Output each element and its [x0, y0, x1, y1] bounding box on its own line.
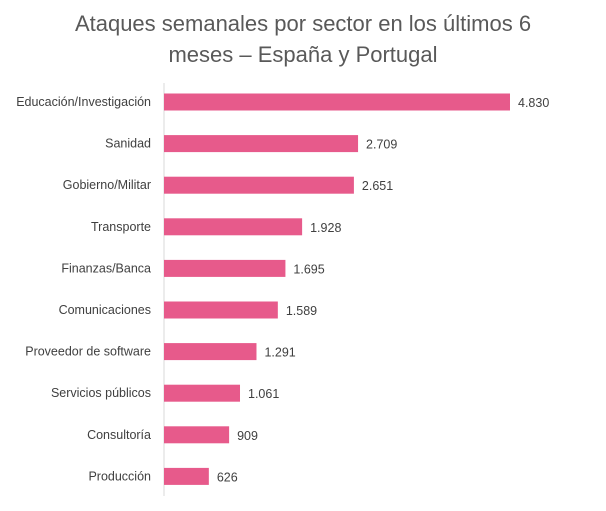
bar	[164, 343, 257, 361]
value-label: 1.291	[264, 346, 295, 360]
category-label: Consultoría	[87, 428, 151, 442]
value-label: 626	[217, 470, 238, 484]
bar	[164, 259, 286, 277]
bar	[164, 176, 354, 194]
chart-title-line-2: meses – España y Portugal	[168, 42, 438, 67]
category-label: Educación/Investigación	[16, 95, 151, 109]
chart-title-line-1: Ataques semanales por sector en los últi…	[74, 11, 532, 36]
category-label: Comunicaciones	[59, 303, 151, 317]
bar	[164, 218, 303, 236]
chart-title: Ataques semanales por sector en los últi…	[0, 8, 606, 70]
value-label: 2.709	[366, 138, 397, 152]
bar	[164, 301, 278, 319]
category-label: Proveedor de software	[25, 345, 151, 359]
bar	[164, 426, 230, 444]
category-label: Servicios públicos	[51, 386, 151, 400]
category-label: Transporte	[91, 220, 151, 234]
category-label: Gobierno/Militar	[63, 178, 151, 192]
bars-group: Educación/Investigación 4.830 Sanidad 2.709…	[16, 93, 549, 485]
bar	[164, 135, 359, 153]
value-label: 4.830	[518, 96, 549, 110]
value-label: 909	[237, 429, 258, 443]
category-label: Finanzas/Banca	[61, 261, 151, 275]
value-label: 1.695	[293, 262, 324, 276]
value-label: 1.589	[286, 304, 317, 318]
value-label: 2.651	[362, 179, 393, 193]
bar	[164, 93, 510, 111]
category-label: Sanidad	[105, 137, 151, 151]
value-label: 1.061	[248, 387, 279, 401]
bar	[164, 384, 241, 402]
value-label: 1.928	[310, 221, 341, 235]
category-label: Producción	[88, 469, 151, 483]
bar	[164, 467, 209, 485]
